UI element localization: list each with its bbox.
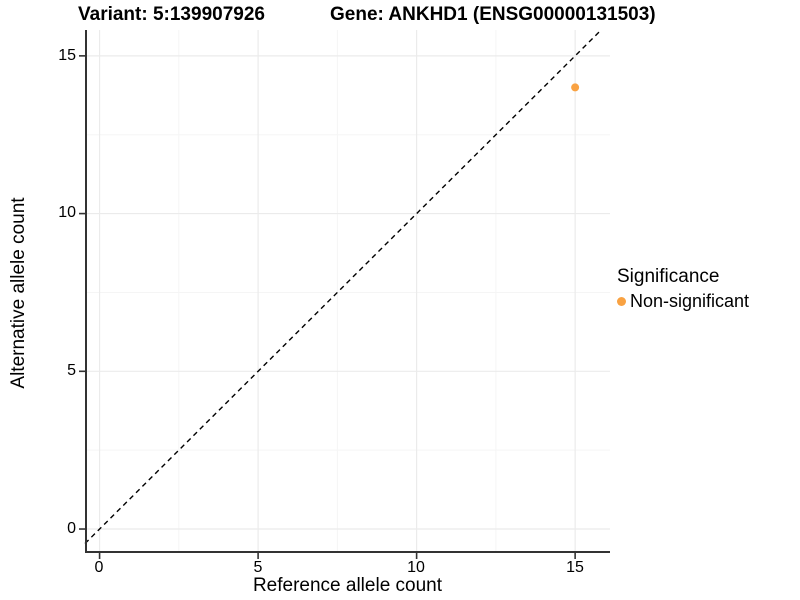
legend-item-label: Non-significant — [630, 291, 750, 311]
legend: Significance Non-significant — [617, 266, 749, 311]
plot-panel — [79, 29, 610, 559]
identity-reference-line — [84, 29, 602, 545]
data-point — [571, 83, 580, 92]
y-axis-title: Alternative allele count — [8, 197, 29, 389]
y-tick-label-5: 5 — [67, 362, 76, 379]
x-tick-label-5: 5 — [253, 559, 263, 576]
x-tick-label-10: 10 — [407, 559, 425, 576]
gene-title: Gene: ANKHD1 (ENSG00000131503) — [330, 4, 656, 25]
legend-title: Significance — [617, 266, 720, 287]
scatter-plot-canvas — [79, 29, 610, 559]
y-tick-label-15: 15 — [58, 47, 76, 64]
x-tick-label-0: 0 — [94, 559, 104, 576]
x-tick-label-15: 15 — [566, 559, 584, 576]
legend-item-non-significant: Non-significant — [617, 291, 749, 311]
y-tick-label-10: 10 — [58, 204, 76, 221]
x-axis-title: Reference allele count — [252, 575, 443, 596]
legend-dot-icon — [617, 296, 626, 306]
variant-title: Variant: 5:139907926 — [78, 4, 265, 25]
y-tick-label-0: 0 — [67, 520, 76, 537]
